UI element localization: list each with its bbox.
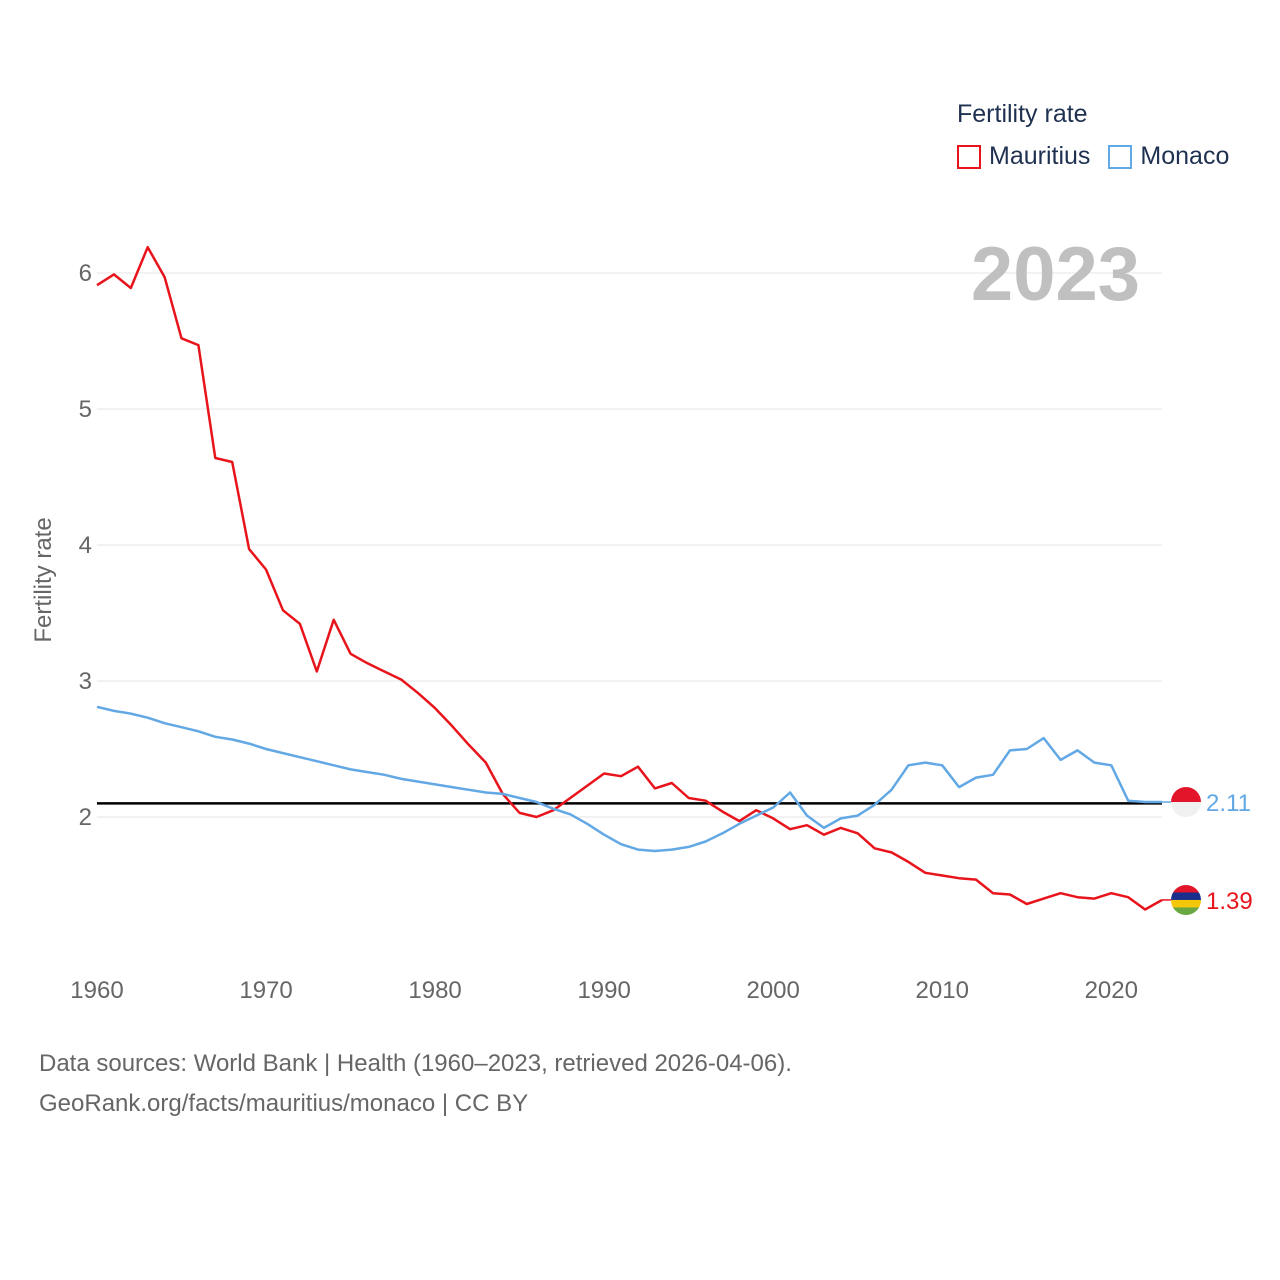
footer-link[interactable]: GeoRank.org/facts/mauritius/monaco | CC …	[39, 1090, 529, 1117]
flag-stripe	[1171, 907, 1201, 915]
flag-stripe	[1171, 899, 1201, 908]
flag-stripe	[1171, 892, 1201, 901]
y-tick-label: 2	[79, 804, 92, 831]
end-markers: 1.39 2.11	[1162, 787, 1253, 915]
series-line-monaco	[96, 705, 1162, 853]
x-tick-label: 2020	[1085, 977, 1138, 1004]
end-value-label-mauritius: 1.39	[1206, 888, 1253, 915]
flag-stripe-red	[1171, 787, 1201, 803]
y-axis-label: Fertility rate	[30, 517, 57, 642]
x-tick-label: 2000	[746, 977, 799, 1004]
x-tick-label: 1970	[239, 977, 292, 1004]
gridlines	[97, 272, 1162, 818]
legend-item-mauritius[interactable]: Mauritius	[957, 142, 1090, 171]
x-tick-label: 1960	[70, 977, 123, 1004]
series-line-mauritius	[96, 245, 1163, 911]
footer: Data sources: World Bank | Health (1960–…	[39, 1044, 792, 1124]
legend-item-monaco[interactable]: Monaco	[1108, 142, 1229, 171]
series-lines	[96, 245, 1163, 911]
y-tick-label: 3	[79, 668, 92, 695]
legend-label-monaco: Monaco	[1140, 142, 1230, 170]
x-tick-label: 1980	[408, 977, 461, 1004]
legend-swatch-mauritius	[957, 144, 981, 169]
end-value-label-monaco: 2.11	[1206, 790, 1251, 817]
flag-stripe	[1171, 884, 1201, 893]
legend-swatch-monaco	[1108, 144, 1133, 169]
x-tick-label: 1990	[577, 977, 630, 1004]
x-tick-label: 2010	[916, 977, 969, 1004]
flag-stripe-white	[1171, 802, 1201, 818]
legend-label-mauritius: Mauritius	[989, 142, 1091, 170]
y-ticks: 2 3 4 5 6	[79, 260, 92, 831]
flag-monaco	[1171, 787, 1201, 818]
year-label: 2023	[971, 232, 1140, 317]
flag-mauritius	[1171, 884, 1201, 915]
y-tick-label: 5	[79, 396, 92, 423]
y-tick-label: 6	[79, 260, 92, 287]
x-ticks: 1960 1970 1980 1990 2000 2010 2020	[70, 977, 1138, 1004]
y-tick-label: 4	[79, 532, 92, 559]
legend: Mauritius Monaco	[957, 142, 1247, 171]
legend-title: Fertility rate	[957, 100, 1088, 128]
footer-sources: Data sources: World Bank | Health (1960–…	[39, 1050, 792, 1077]
